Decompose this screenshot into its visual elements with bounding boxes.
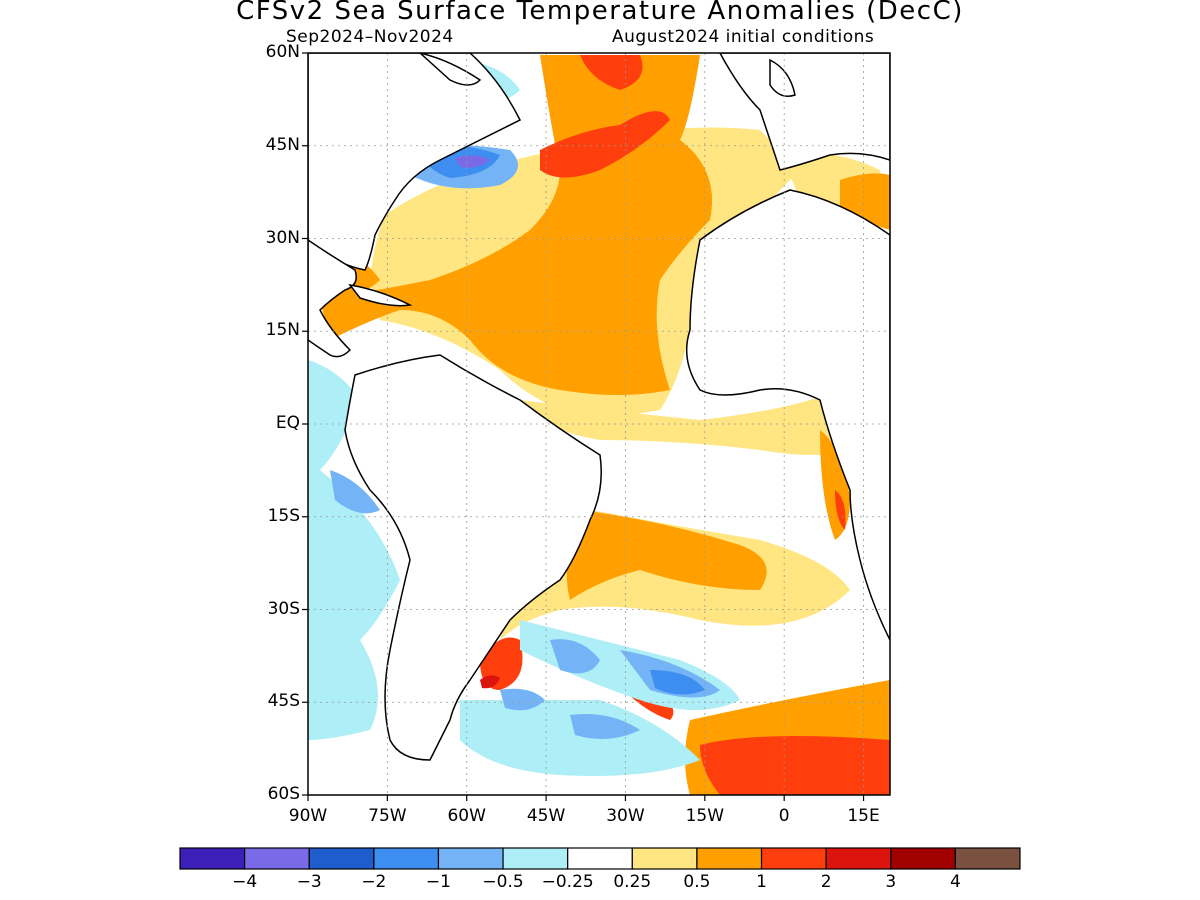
- colorbar-swatch: [567, 847, 633, 870]
- lon-label: 60W: [447, 806, 486, 826]
- anomaly-region-scotia: [520, 620, 740, 710]
- anomaly-shading: [308, 55, 890, 795]
- colorbar-label: 1: [756, 872, 767, 892]
- colorbar-label: 4: [949, 872, 961, 892]
- anomaly-region-southern-red: [700, 736, 890, 795]
- map-grid: [308, 53, 890, 795]
- south-america-land: [344, 354, 602, 761]
- colorbar-label: 3: [885, 872, 897, 892]
- colorbar-label: 2: [820, 872, 832, 892]
- colorbar-swatch: [373, 847, 440, 870]
- anomaly-region-confluence-core: [480, 675, 500, 689]
- anomaly-region-us-coast-peak: [455, 155, 490, 168]
- colorbar-swatch: [825, 847, 892, 870]
- lat-label: 45S: [267, 691, 300, 712]
- lon-label: 30W: [606, 806, 645, 826]
- initial-conditions: August2024 initial conditions: [612, 27, 875, 47]
- anomaly-region-benguela: [835, 490, 846, 530]
- lon-label: 15W: [685, 806, 725, 826]
- colorbar-swatch: [502, 847, 569, 870]
- anomaly-region-light-eq: [520, 390, 860, 455]
- colorbar-swatch: [437, 847, 504, 870]
- colorbar-swatch: [954, 847, 1021, 870]
- lat-label: 15S: [267, 505, 300, 526]
- uk-land: [769, 58, 796, 97]
- colorbar-swatch: [631, 847, 698, 870]
- central-america-land: [308, 239, 357, 358]
- lon-label: 90W: [288, 806, 328, 826]
- africa-land: [685, 189, 890, 641]
- anomaly-region-east-pacific: [308, 360, 400, 740]
- colorbar-label: 0.25: [613, 872, 652, 892]
- lat-label: 30N: [265, 227, 300, 248]
- forecast-period: Sep2024–Nov2024: [286, 27, 454, 47]
- colorbar: [179, 847, 1021, 870]
- anomaly-region-south-cool: [460, 700, 700, 776]
- lat-label: EQ: [275, 413, 300, 433]
- lat-label: 60N: [265, 42, 300, 62]
- colorbar-label: −3: [296, 872, 322, 892]
- colorbar-label: 0.5: [683, 872, 711, 892]
- lon-label: 0: [778, 806, 790, 826]
- colorbar-label: −0.25: [541, 872, 594, 892]
- anomaly-region-south-blue-1: [550, 639, 600, 674]
- colorbar-swatch: [179, 847, 246, 870]
- colorbar-swatch: [760, 847, 827, 870]
- anomaly-region-north-cap: [580, 55, 643, 90]
- lat-label: 45N: [265, 134, 300, 155]
- colorbar-swatch: [890, 847, 956, 870]
- lat-label: 15N: [265, 320, 300, 341]
- anomaly-region-south-blue-4: [570, 714, 640, 739]
- colorbar-swatch: [696, 847, 763, 870]
- colorbar-swatch: [308, 847, 375, 870]
- lon-label: 45W: [526, 806, 566, 826]
- colorbar-label: −0.5: [482, 872, 524, 892]
- figure-title: CFSv2 Sea Surface Temperature Anomalies …: [236, 0, 964, 26]
- colorbar-swatch: [244, 847, 310, 870]
- axis-ticks: [302, 52, 865, 801]
- anomaly-region-south-atlantic: [566, 510, 767, 600]
- lat-label: 60S: [267, 784, 300, 804]
- anomaly-region-south-blue-3: [500, 688, 545, 711]
- colorbar-label: −1: [425, 872, 451, 892]
- cuba-land: [348, 283, 413, 307]
- greenland-land: [419, 53, 482, 86]
- anomaly-region-gulf-stream: [540, 111, 670, 178]
- lon-label: 75W: [368, 806, 407, 826]
- anomaly-region-med: [840, 173, 890, 230]
- map-area: [308, 53, 890, 795]
- europe-land: [719, 53, 890, 171]
- lat-label: 30S: [267, 598, 300, 619]
- colorbar-label: −2: [361, 872, 387, 892]
- lon-label: 15E: [847, 806, 880, 826]
- anomaly-region-south-core: [650, 670, 705, 695]
- colorbar-label: −4: [232, 872, 258, 892]
- anomaly-region-peru: [330, 470, 380, 514]
